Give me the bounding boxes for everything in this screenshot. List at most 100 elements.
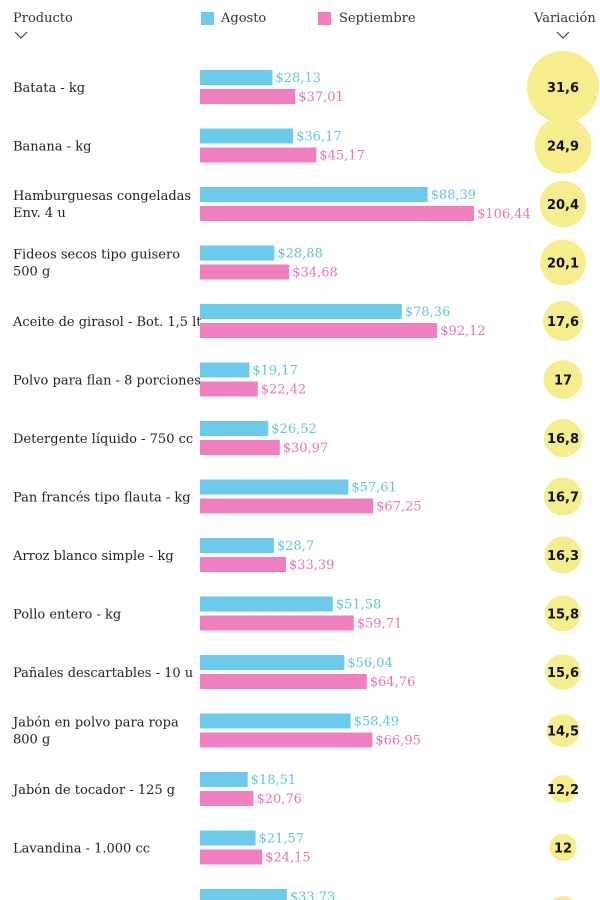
bar-septiembre [200, 557, 286, 572]
bar-agosto [200, 889, 287, 900]
variation-label: 20,4 [547, 198, 579, 213]
product-label: Detergente líquido - 750 cc [13, 432, 193, 447]
bar-agosto [200, 830, 256, 846]
bar-agosto [200, 596, 333, 612]
bar-septiembre [200, 498, 374, 514]
variation-circle [543, 477, 583, 516]
bar-agosto [200, 187, 428, 202]
variation-label: 16,7 [547, 491, 579, 506]
variation-label: 24,9 [547, 140, 579, 155]
legend-agosto: Agosto [221, 11, 267, 26]
variation-label: 20,1 [547, 257, 579, 272]
value-label-agosto: $78,36 [405, 305, 451, 320]
variation-label: 31,6 [547, 81, 579, 96]
legend-septiembre: Septiembre [339, 11, 416, 26]
value-label-septiembre: $30,97 [283, 441, 329, 456]
product-label: Hamburguesas congeladas Env. 4 u [13, 189, 191, 221]
product-label: Batata - kg [13, 81, 85, 96]
value-label-agosto: $36,17 [296, 130, 342, 145]
bar-septiembre [200, 381, 258, 397]
variation-circle [549, 833, 577, 862]
bar-septiembre [200, 206, 475, 221]
bar-agosto [200, 713, 351, 729]
bar-agosto [200, 421, 269, 436]
product-label: Banana - kg [13, 140, 91, 155]
value-label-agosto: $33,73 [290, 890, 336, 900]
value-label-septiembre: $34,68 [292, 266, 338, 281]
bar-septiembre [200, 849, 263, 865]
product-label: Arroz blanco simple - kg [12, 549, 174, 564]
value-label-septiembre: $22,42 [261, 383, 307, 398]
variation-label: 17,6 [547, 315, 579, 330]
value-label-agosto: $26,52 [271, 422, 317, 437]
value-label-agosto: $51,58 [336, 598, 382, 613]
bar-agosto [200, 128, 294, 144]
product-label: Jabón de tocador - 125 g [11, 783, 175, 798]
value-label-agosto: $58,49 [354, 715, 400, 730]
value-label-septiembre: $64,76 [370, 675, 416, 690]
value-label-agosto: $19,17 [252, 364, 297, 379]
bar-septiembre [200, 89, 296, 104]
value-label-septiembre: $92,12 [440, 324, 486, 339]
value-label-agosto: $28,88 [277, 247, 323, 262]
bar-agosto [200, 538, 274, 553]
value-label-septiembre: $24,15 [265, 851, 311, 866]
bar-agosto [200, 772, 248, 787]
product-header[interactable]: Producto [13, 11, 73, 26]
variation-circle [544, 595, 582, 632]
variation-label: 15,8 [547, 608, 579, 623]
bar-septiembre [200, 323, 438, 338]
product-label: Jabón en polvo para ropa 800 g [11, 716, 179, 748]
bar-septiembre [200, 791, 254, 806]
product-label: Lavandina - 1.000 cc [13, 842, 150, 857]
variation-label: 16,8 [547, 432, 579, 447]
bar-agosto [200, 655, 345, 670]
value-label-septiembre: $33,39 [289, 558, 335, 573]
value-label-agosto: $21,57 [259, 832, 305, 847]
value-label-agosto: $28,13 [275, 71, 321, 86]
value-label-agosto: $56,04 [347, 656, 393, 671]
variation-label: 16,3 [547, 549, 579, 564]
value-label-septiembre: $66,95 [375, 734, 421, 749]
bar-septiembre [200, 147, 317, 163]
bar-agosto [200, 70, 273, 85]
bar-septiembre [200, 440, 280, 455]
variation-circle [549, 775, 577, 803]
bar-agosto [200, 245, 275, 261]
value-label-agosto: $28,7 [277, 539, 314, 554]
bar-septiembre [200, 264, 290, 280]
legend-swatch-agosto [201, 12, 214, 25]
product-label: Pañales descartables - 10 u [13, 666, 193, 681]
variation-label: 12,2 [547, 783, 579, 798]
bar-agosto [200, 362, 250, 378]
variation-circle [539, 180, 587, 228]
value-label-septiembre: $45,17 [319, 149, 365, 164]
variation-label: 15,6 [547, 666, 579, 681]
variation-label: 17 [554, 374, 572, 389]
variation-header[interactable]: Variación [534, 11, 596, 26]
bar-septiembre [200, 732, 373, 748]
product-label: Pollo entero - kg [13, 608, 121, 623]
bar-septiembre [200, 615, 354, 631]
product-label: Fideos secos tipo guisero 500 g [13, 248, 180, 280]
variation-circle [526, 50, 600, 124]
variation-circle [542, 300, 584, 342]
variation-circle [534, 117, 592, 174]
value-label-septiembre: $20,76 [256, 792, 302, 807]
variation-circle [540, 239, 586, 286]
product-label: Aceite de girasol - Bot. 1,5 lt. [12, 315, 206, 330]
variation-circle [543, 360, 583, 399]
value-label-agosto: $18,51 [251, 773, 297, 788]
legend-swatch-septiembre [318, 12, 331, 25]
variation-circle [545, 654, 581, 690]
value-label-septiembre: $106,44 [477, 207, 531, 222]
sort-product-chevron-down-icon[interactable] [14, 30, 28, 40]
sort-variation-chevron-down-icon[interactable] [556, 30, 570, 40]
variation-circle [543, 418, 583, 458]
product-label: Polvo para flan - 8 porciones [13, 374, 201, 389]
variation-circle [553, 896, 573, 900]
bar-agosto [200, 479, 349, 495]
variation-circle [544, 536, 582, 574]
product-label: Pan francés tipo flauta - kg [13, 491, 191, 506]
